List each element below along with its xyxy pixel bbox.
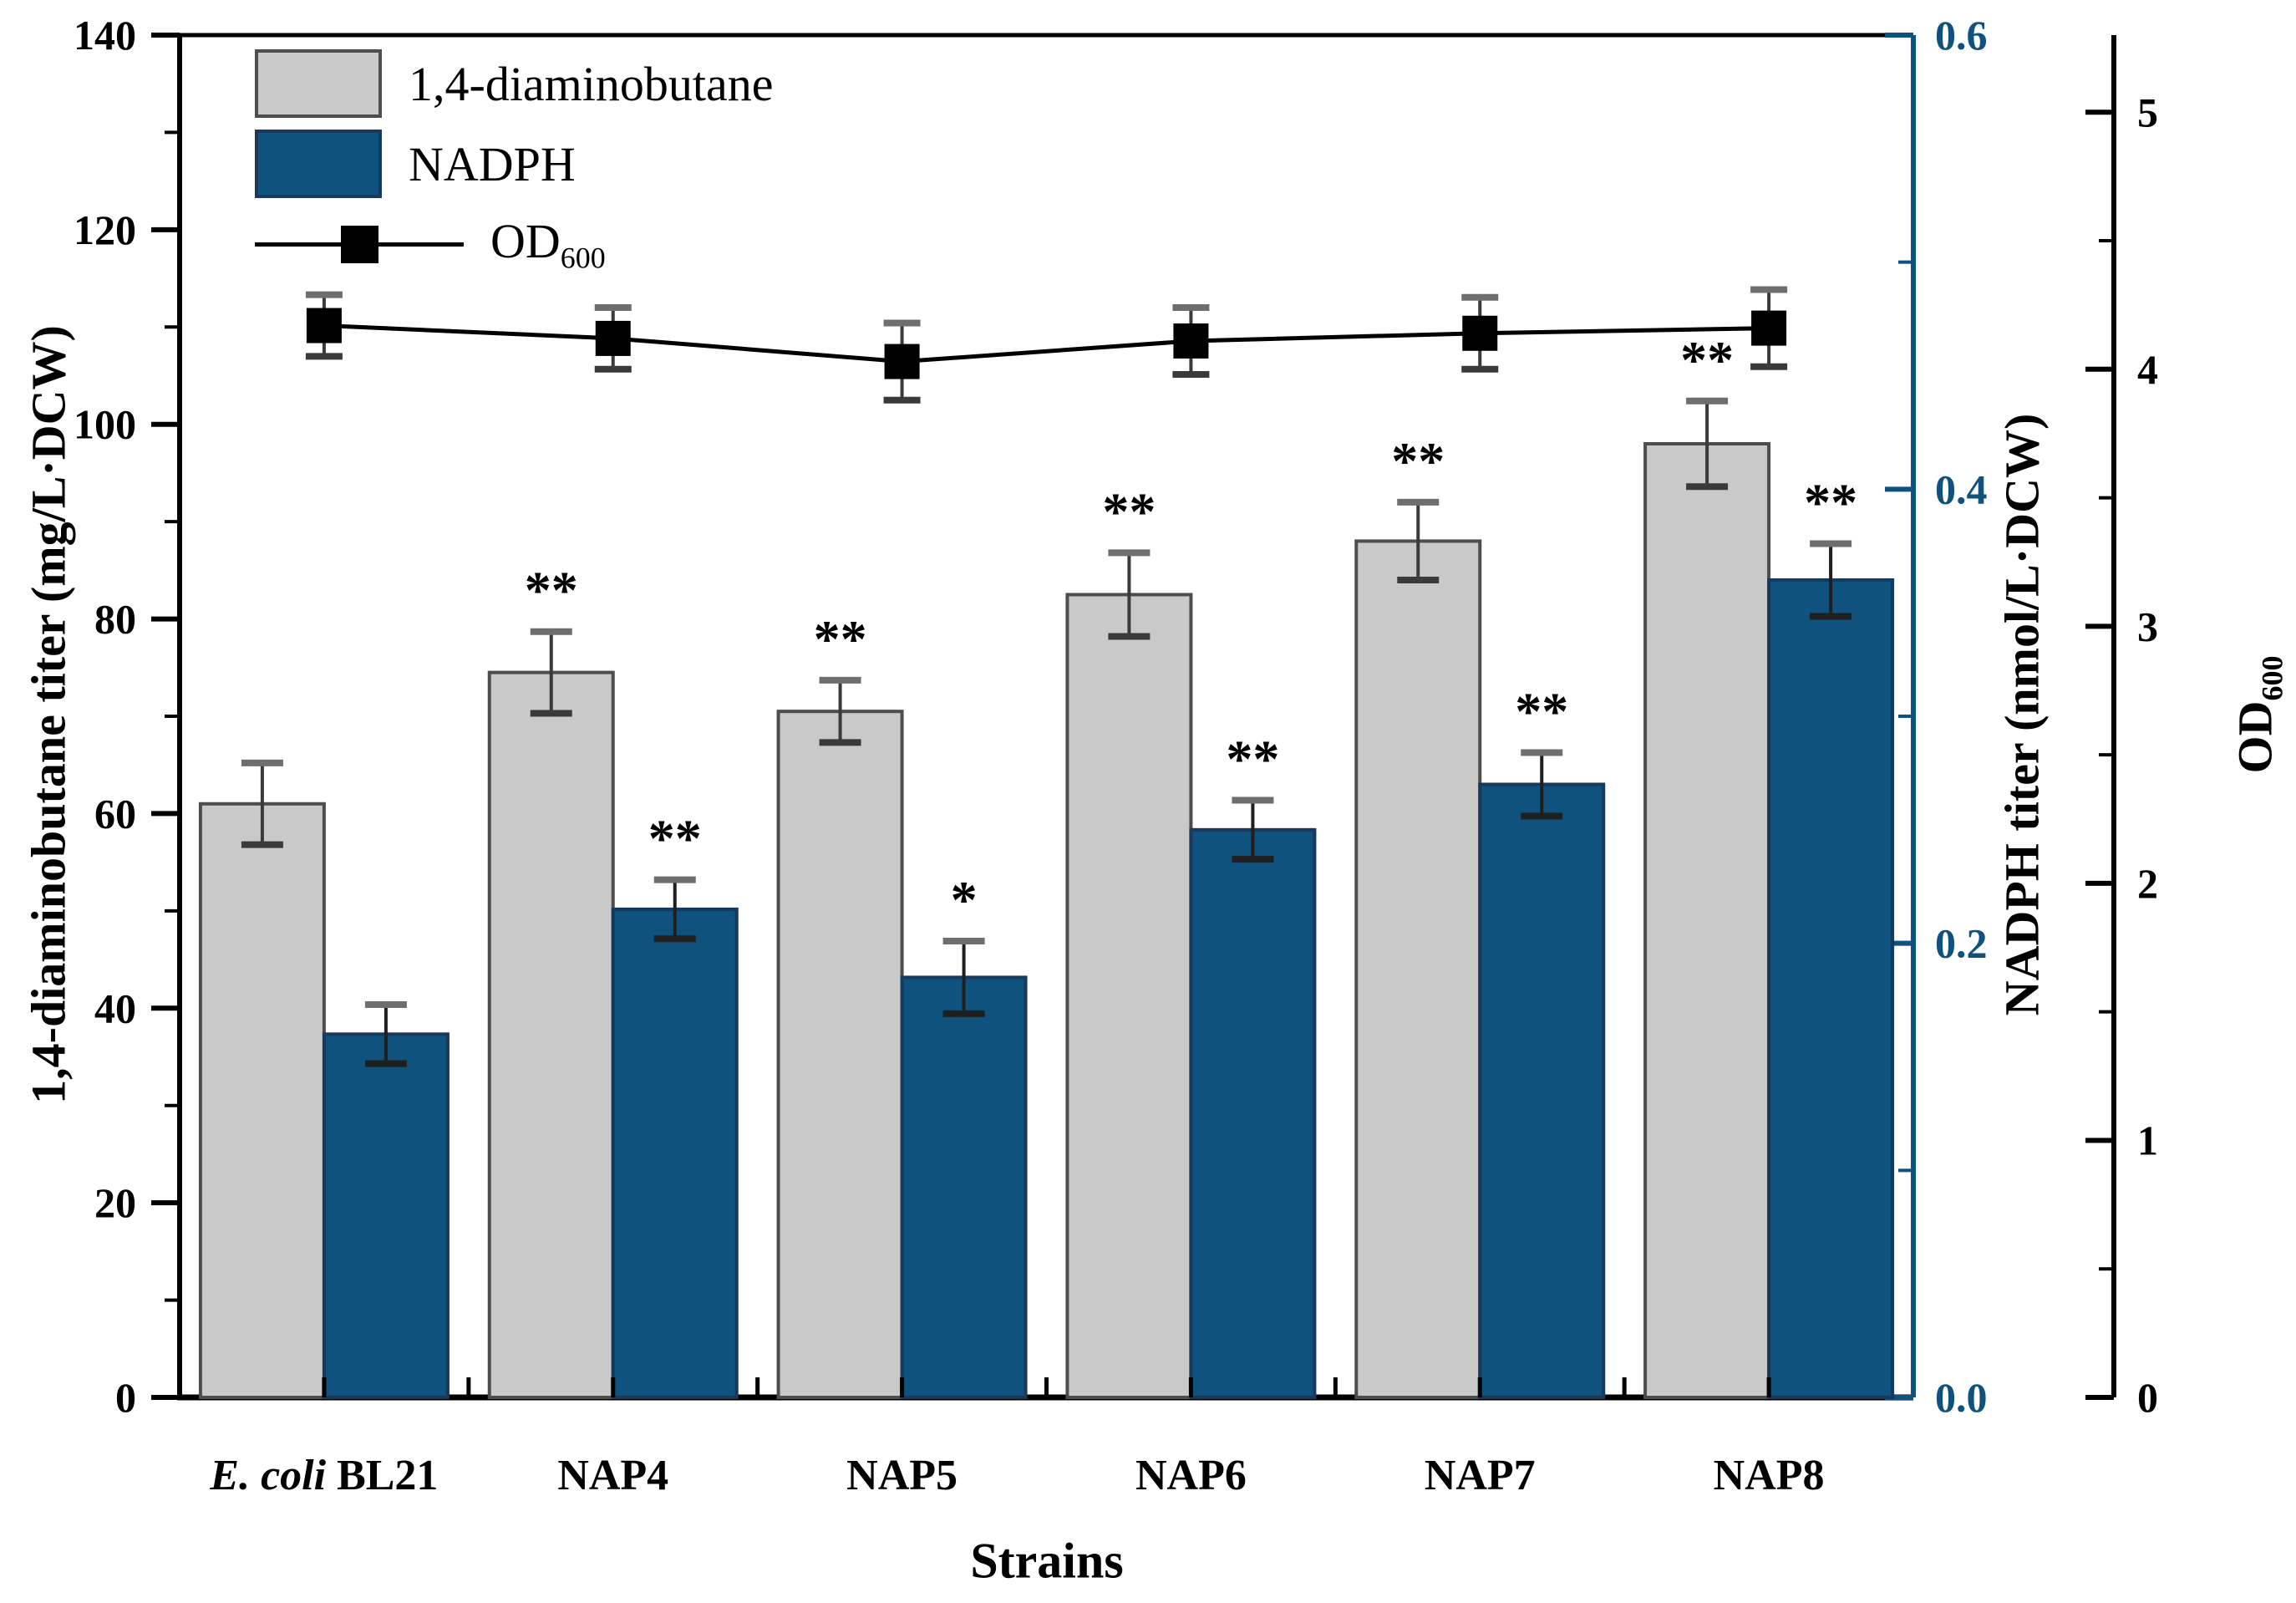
tick-label-left-0: 0 (115, 1374, 136, 1421)
bar-diaminobutane-E. coli BL21 (198, 802, 326, 1399)
od600-line (323, 323, 1770, 364)
bar-diaminobutane-NAP7 (1354, 539, 1482, 1399)
x-tick-label-NAP4: NAP4 (557, 1452, 668, 1499)
legend-swatch-nadph (255, 130, 382, 198)
legend-label-nadph: NADPH (409, 136, 576, 191)
bar-nadph-NAP5 (900, 975, 1028, 1399)
bar-nadph-NAP6 (1189, 827, 1317, 1399)
sig-nadph-NAP5: * (951, 870, 978, 929)
sig-nadph-NAP6: ** (1226, 730, 1279, 789)
sig-nadph-NAP8: ** (1804, 473, 1857, 532)
sig-diaminobutane-NAP8: ** (1680, 330, 1734, 389)
tick-label-od-4: 4 (2137, 346, 2158, 393)
tick-label-left-60: 60 (94, 790, 136, 837)
tick-label-left-120: 120 (74, 206, 136, 253)
tick-label-left-140: 140 (74, 12, 136, 59)
legend-label-od600: OD600 (490, 213, 606, 275)
nadph-axis-title: NADPH titer (nmol/L·DCW) (1994, 413, 2050, 1016)
bar-diaminobutane-NAP8 (1643, 442, 1771, 1399)
sig-diaminobutane-NAP5: ** (814, 609, 867, 669)
tick-label-left-80: 80 (94, 596, 136, 643)
legend-line-marker-icon (255, 210, 464, 278)
tick-label-left-40: 40 (94, 985, 136, 1031)
tick-label-od-5: 5 (2137, 89, 2158, 135)
marker-od600-E. coli BL21 (306, 308, 342, 344)
bar-nadph-NAP8 (1767, 578, 1895, 1399)
legend-item-diaminobutane: 1,4-diaminobutane (255, 43, 774, 124)
bar-diaminobutane-NAP6 (1065, 593, 1193, 1399)
marker-od600-NAP8 (1751, 310, 1787, 346)
tick-label-od-2: 2 (2137, 860, 2158, 907)
od-axis-title: OD600 (2227, 655, 2289, 774)
marker-od600-NAP4 (595, 320, 631, 356)
x-axis-title: Strains (970, 1533, 1124, 1589)
bar-diaminobutane-NAP4 (487, 670, 615, 1399)
tick-label-nadph-0.0: 0.0 (1935, 1374, 1988, 1421)
legend-swatch-diaminobutane (255, 49, 382, 118)
legend: 1,4-diaminobutane NADPH OD600 (255, 43, 774, 284)
x-tick-label-NAP7: NAP7 (1425, 1452, 1536, 1499)
x-tick-label-E. coli BL21: E. coli BL21 (209, 1452, 438, 1499)
tick-label-left-100: 100 (74, 401, 136, 448)
tick-label-nadph-0.6: 0.6 (1935, 12, 1988, 59)
tick-label-od-0: 0 (2137, 1374, 2158, 1421)
x-tick-label-NAP5: NAP5 (846, 1452, 958, 1499)
x-tick-label-NAP8: NAP8 (1714, 1452, 1825, 1499)
sig-diaminobutane-NAP7: ** (1391, 431, 1445, 491)
legend-label-diaminobutane: 1,4-diaminobutane (409, 56, 774, 111)
bar-nadph-NAP7 (1478, 782, 1606, 1399)
marker-od600-NAP6 (1173, 323, 1209, 359)
bar-nadph-E. coli BL21 (322, 1032, 450, 1400)
left-axis-title: 1,4-diaminobutane titer (mg/L·DCW) (21, 325, 76, 1104)
x-tick-label-NAP6: NAP6 (1135, 1452, 1247, 1499)
sig-nadph-NAP7: ** (1515, 681, 1568, 740)
sig-nadph-NAP4: ** (648, 809, 702, 868)
legend-item-od600: OD600 (255, 204, 774, 284)
sig-diaminobutane-NAP4: ** (525, 561, 578, 620)
bar-diaminobutane-NAP5 (776, 710, 904, 1399)
marker-od600-NAP7 (1462, 315, 1498, 351)
tick-label-nadph-0.2: 0.2 (1935, 920, 1988, 967)
tick-label-od-3: 3 (2137, 603, 2158, 649)
legend-item-nadph: NADPH (255, 124, 774, 204)
sig-diaminobutane-NAP6: ** (1102, 481, 1156, 541)
bar-nadph-NAP4 (611, 907, 739, 1399)
tick-label-nadph-0.4: 0.4 (1935, 466, 1988, 512)
marker-od600-NAP5 (884, 344, 920, 379)
tick-label-od-1: 1 (2137, 1117, 2158, 1163)
tick-label-left-20: 20 (94, 1179, 136, 1226)
